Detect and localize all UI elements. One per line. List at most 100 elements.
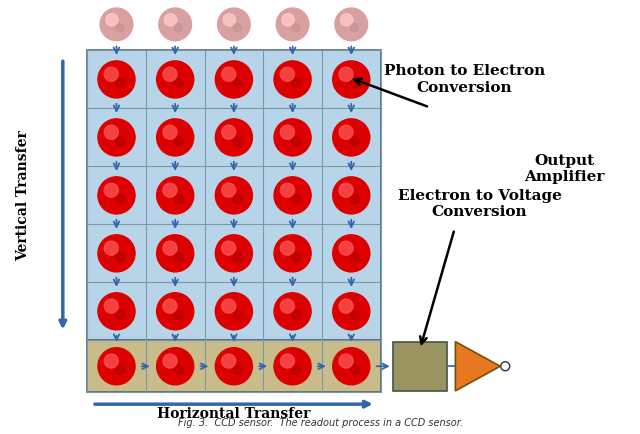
Circle shape <box>333 61 370 98</box>
Circle shape <box>163 241 177 255</box>
Circle shape <box>500 362 509 371</box>
Circle shape <box>276 8 309 41</box>
Circle shape <box>233 253 242 262</box>
Circle shape <box>350 79 360 88</box>
Text: Output
Amplifier: Output Amplifier <box>524 154 604 184</box>
Circle shape <box>282 13 294 26</box>
Circle shape <box>116 79 125 88</box>
Circle shape <box>292 365 301 375</box>
Circle shape <box>333 235 370 272</box>
Circle shape <box>157 293 194 330</box>
Circle shape <box>163 67 177 81</box>
Circle shape <box>233 136 242 146</box>
Circle shape <box>98 235 135 272</box>
Circle shape <box>163 354 177 368</box>
Circle shape <box>157 119 194 156</box>
Circle shape <box>159 8 191 41</box>
Circle shape <box>157 235 194 272</box>
Circle shape <box>164 13 177 26</box>
Circle shape <box>104 125 118 139</box>
Circle shape <box>98 119 135 156</box>
Circle shape <box>116 23 124 32</box>
Circle shape <box>350 253 360 262</box>
Polygon shape <box>456 342 500 391</box>
Text: Fig. 3.  CCD sensor.  The readout process in a CCD sensor.: Fig. 3. CCD sensor. The readout process … <box>177 418 463 428</box>
Circle shape <box>280 241 294 255</box>
Circle shape <box>163 125 177 139</box>
Circle shape <box>116 194 125 204</box>
Circle shape <box>116 253 125 262</box>
Bar <box>87 50 381 340</box>
Bar <box>392 342 447 391</box>
Circle shape <box>280 125 294 139</box>
Circle shape <box>221 67 236 81</box>
Circle shape <box>350 136 360 146</box>
Circle shape <box>221 299 236 313</box>
Circle shape <box>333 119 370 156</box>
Circle shape <box>215 348 252 385</box>
Circle shape <box>280 183 294 197</box>
Circle shape <box>174 365 184 375</box>
Circle shape <box>340 13 353 26</box>
Circle shape <box>333 177 370 214</box>
Circle shape <box>350 194 360 204</box>
Circle shape <box>223 13 236 26</box>
Circle shape <box>106 13 118 26</box>
Circle shape <box>292 253 301 262</box>
Circle shape <box>233 23 241 32</box>
Circle shape <box>215 61 252 98</box>
Circle shape <box>104 241 118 255</box>
Circle shape <box>104 299 118 313</box>
Circle shape <box>339 354 353 368</box>
Circle shape <box>333 293 370 330</box>
Circle shape <box>98 177 135 214</box>
Circle shape <box>339 125 353 139</box>
Circle shape <box>274 235 311 272</box>
Circle shape <box>116 365 125 375</box>
Circle shape <box>339 241 353 255</box>
Circle shape <box>215 293 252 330</box>
Circle shape <box>221 183 236 197</box>
Circle shape <box>292 136 301 146</box>
Circle shape <box>351 23 358 32</box>
Text: Horizontal Transfer: Horizontal Transfer <box>157 407 310 421</box>
Circle shape <box>274 61 311 98</box>
Circle shape <box>274 348 311 385</box>
Circle shape <box>174 23 182 32</box>
Text: Electron to Voltage
Conversion: Electron to Voltage Conversion <box>397 189 561 219</box>
Circle shape <box>339 67 353 81</box>
Circle shape <box>339 183 353 197</box>
Circle shape <box>292 310 301 320</box>
Circle shape <box>292 194 301 204</box>
Circle shape <box>333 348 370 385</box>
Circle shape <box>221 241 236 255</box>
Bar <box>87 340 381 392</box>
Circle shape <box>100 8 133 41</box>
Circle shape <box>163 299 177 313</box>
Circle shape <box>274 119 311 156</box>
Circle shape <box>274 177 311 214</box>
Circle shape <box>233 365 242 375</box>
Text: Vertical Transfer: Vertical Transfer <box>16 130 30 261</box>
Circle shape <box>116 310 125 320</box>
Circle shape <box>233 310 242 320</box>
Circle shape <box>280 354 294 368</box>
Circle shape <box>104 354 118 368</box>
Circle shape <box>98 61 135 98</box>
Circle shape <box>280 299 294 313</box>
Circle shape <box>104 183 118 197</box>
Circle shape <box>215 235 252 272</box>
Circle shape <box>104 67 118 81</box>
Circle shape <box>215 177 252 214</box>
Circle shape <box>350 365 360 375</box>
Circle shape <box>163 183 177 197</box>
Circle shape <box>98 348 135 385</box>
Circle shape <box>280 67 294 81</box>
Text: Photon to Electron
Conversion: Photon to Electron Conversion <box>384 64 545 95</box>
Circle shape <box>221 125 236 139</box>
Circle shape <box>157 348 194 385</box>
Circle shape <box>292 79 301 88</box>
Circle shape <box>174 253 184 262</box>
Circle shape <box>292 23 300 32</box>
Circle shape <box>157 61 194 98</box>
